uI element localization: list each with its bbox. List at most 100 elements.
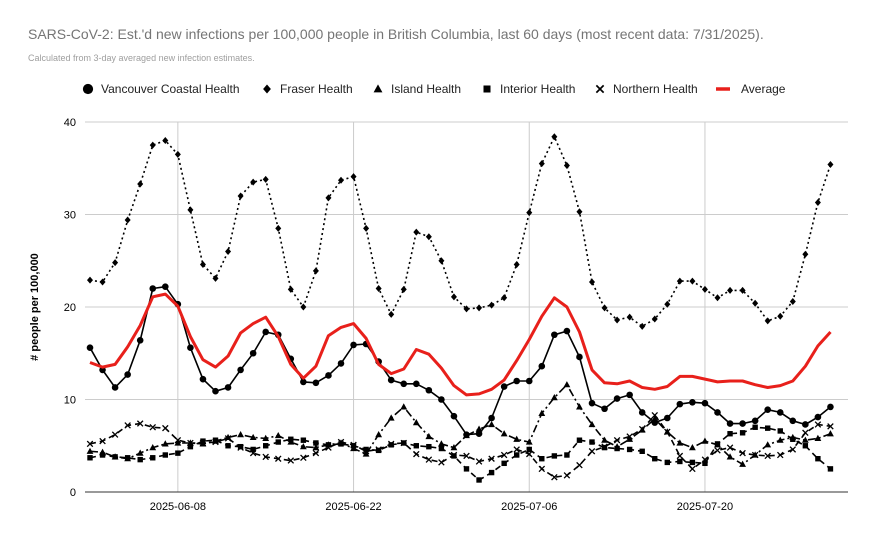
- data-point: [714, 441, 721, 447]
- data-point: [576, 461, 583, 469]
- data-point: [299, 443, 307, 450]
- data-point: [338, 441, 344, 447]
- y-axis-label: # people per 100,000: [29, 253, 41, 361]
- data-point: [476, 304, 483, 312]
- data-point: [212, 438, 219, 446]
- data-point: [714, 409, 721, 416]
- data-point: [563, 161, 570, 169]
- legend-label: Northern Health: [613, 82, 698, 96]
- data-point: [274, 455, 282, 462]
- data-point: [162, 424, 169, 432]
- data-point: [325, 444, 332, 451]
- data-point: [463, 431, 470, 439]
- data-point: [513, 260, 520, 268]
- data-point: [488, 469, 495, 476]
- data-point: [475, 430, 483, 438]
- data-point: [413, 380, 420, 388]
- data-point: [726, 444, 734, 451]
- x-tick-label: 2025-07-06: [501, 501, 557, 513]
- data-point: [626, 435, 634, 442]
- data-point: [136, 420, 144, 427]
- data-point: [262, 453, 269, 461]
- data-point: [86, 440, 94, 448]
- data-point: [413, 443, 419, 449]
- data-point: [237, 366, 244, 374]
- legend-label: Fraser Health: [280, 82, 353, 96]
- data-point: [827, 466, 834, 472]
- data-point: [488, 414, 495, 422]
- data-point: [312, 379, 320, 387]
- data-point: [576, 403, 583, 410]
- data-point: [387, 376, 395, 384]
- data-point: [689, 277, 696, 285]
- data-point: [112, 259, 119, 267]
- data-point: [224, 384, 232, 391]
- series-interior-health: [87, 424, 834, 483]
- data-point: [149, 141, 156, 149]
- data-point: [375, 446, 382, 453]
- data-point: [513, 446, 520, 453]
- data-point: [551, 473, 558, 481]
- data-point: [539, 456, 545, 462]
- data-point: [337, 438, 345, 446]
- data-point: [150, 455, 156, 461]
- data-point: [789, 417, 797, 425]
- data-point: [601, 405, 608, 413]
- data-point: [400, 439, 408, 447]
- data-point: [726, 420, 734, 427]
- data-point: [124, 422, 131, 429]
- data-point: [626, 391, 633, 399]
- data-point: [262, 328, 270, 336]
- data-point: [814, 198, 821, 206]
- data-point: [111, 384, 119, 391]
- legend: Vancouver Coastal Health Fraser Health Isl…: [82, 82, 786, 96]
- data-point: [676, 277, 683, 285]
- data-point: [463, 452, 470, 460]
- data-point: [613, 436, 621, 444]
- data-point: [614, 445, 620, 452]
- data-point: [764, 441, 772, 448]
- data-point: [764, 406, 771, 413]
- data-point: [601, 443, 608, 450]
- data-point: [249, 433, 257, 441]
- data-point: [375, 285, 382, 292]
- data-point: [739, 460, 746, 467]
- data-point: [212, 274, 219, 282]
- data-point: [438, 396, 445, 403]
- data-point: [350, 341, 357, 349]
- legend-marker: [263, 84, 271, 94]
- data-point: [639, 322, 646, 330]
- data-point: [450, 293, 457, 301]
- data-point: [438, 440, 445, 447]
- data-point: [488, 301, 495, 309]
- data-point: [588, 399, 596, 407]
- data-point: [802, 250, 809, 258]
- data-point: [162, 452, 168, 458]
- legend-marker: [595, 84, 605, 94]
- data-point: [451, 453, 457, 459]
- data-point: [413, 228, 420, 236]
- data-point: [764, 452, 771, 460]
- data-point: [237, 192, 244, 200]
- data-point: [701, 399, 709, 407]
- data-point: [651, 315, 658, 323]
- data-point: [124, 455, 131, 461]
- data-point: [250, 446, 256, 453]
- data-point: [500, 383, 508, 390]
- data-point: [538, 409, 546, 416]
- data-point: [576, 437, 583, 443]
- data-point: [701, 456, 709, 463]
- series-line: [89, 426, 832, 481]
- data-point: [350, 441, 357, 449]
- data-point: [87, 276, 93, 284]
- data-point: [175, 450, 181, 456]
- data-point: [162, 137, 169, 144]
- data-point: [702, 460, 708, 467]
- data-point: [613, 395, 621, 402]
- data-point: [400, 403, 408, 410]
- data-point: [752, 299, 759, 307]
- data-point: [701, 437, 709, 444]
- legend-label: Island Health: [391, 82, 461, 96]
- data-point: [790, 436, 796, 442]
